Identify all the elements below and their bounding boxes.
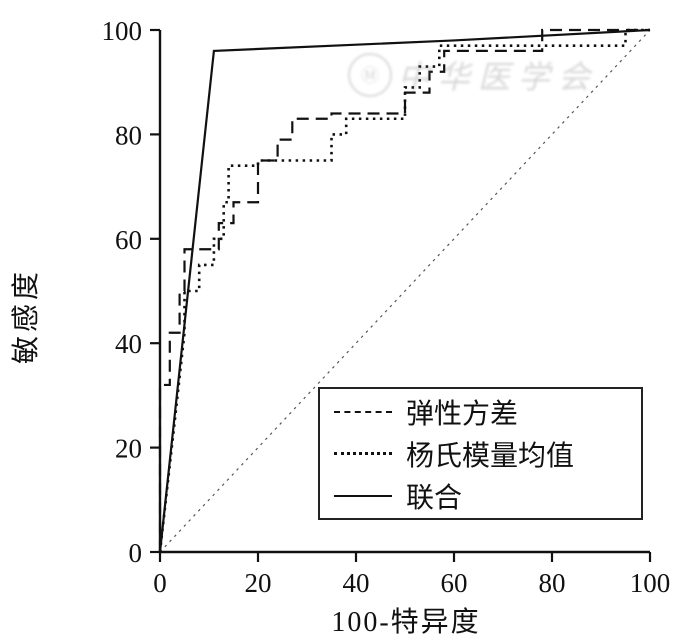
reference-diagonal-line [159,29,651,553]
legend-item: 联合 [334,478,627,514]
legend-item: 杨氏模量均值 [334,436,627,472]
x-tick-label: 20 [245,568,272,598]
x-tick-label: 80 [539,568,566,598]
y-tick-label: 20 [115,434,142,464]
x-tick-label: 60 [441,568,468,598]
legend-solid-line-sample [334,494,392,497]
x-tick-label: 40 [343,568,370,598]
y-axis-label: 敏感度 [11,268,42,365]
series-curve-1 [158,28,650,553]
y-tick-label: 40 [115,329,142,359]
series-curve-0 [158,28,650,552]
y-tick-label: 100 [102,16,143,46]
legend-dotted-line-sample [334,452,392,455]
legend-dashed-line-sample [334,410,392,413]
legend-label: 杨氏模量均值 [406,440,575,472]
y-tick-label: 60 [115,225,142,255]
x-tick-label: 100 [630,568,671,598]
x-axis-label: 100-特异度 [331,607,481,638]
legend: 弹性方差杨氏模量均值 联合 [318,387,643,520]
legend-item: 弹性方差 [334,394,627,430]
x-tick-label: 0 [153,568,167,598]
y-tick-label: 80 [115,120,142,150]
legend-label: 弹性方差 [406,398,519,430]
series-curve-2 [158,28,651,553]
y-tick-label: 0 [129,538,143,568]
legend-label: 联合 [406,482,463,514]
